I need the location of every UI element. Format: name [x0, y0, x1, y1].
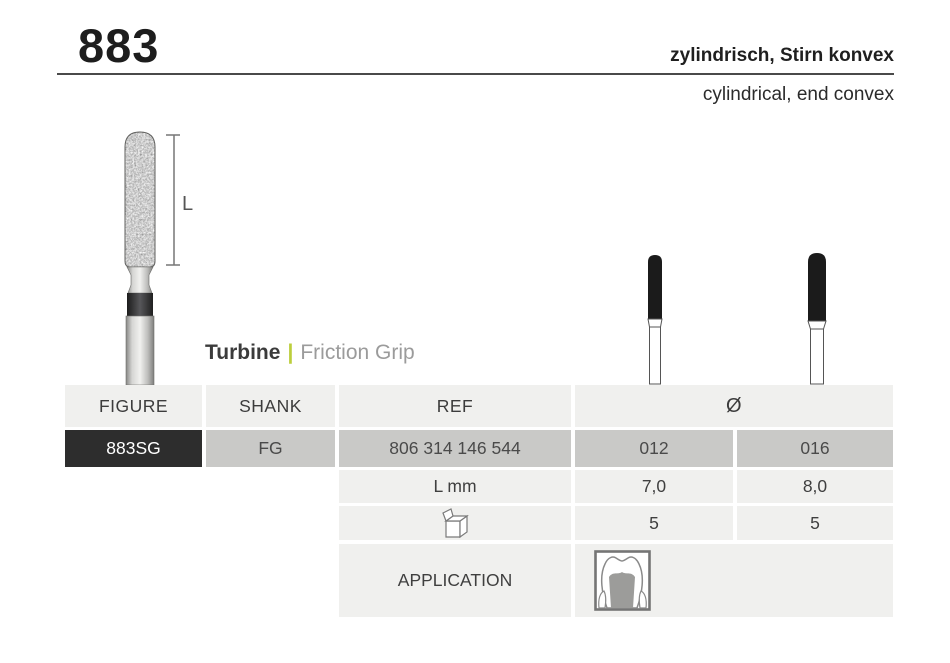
bur-depth-band	[127, 293, 153, 316]
diameter-value-012: 012	[575, 430, 733, 467]
diamond-bur-illustration: L	[124, 131, 193, 385]
column-header-shank: SHANK	[206, 385, 335, 427]
diameter-value-016: 016	[737, 430, 893, 467]
small-bur-shank	[649, 326, 661, 385]
column-header-ref: REF	[339, 385, 571, 427]
column-header-figure: FIGURE	[65, 385, 202, 427]
column-header-diameter: Ø	[575, 385, 893, 427]
shank-value-cell: FG	[206, 430, 335, 467]
handpiece-caption: Turbine | Friction Grip	[205, 341, 415, 365]
shape-name-german: zylindrisch, Stirn konvex	[670, 45, 894, 66]
length-row-label: L mm	[339, 470, 571, 503]
caption-separator: |	[287, 341, 294, 364]
small-bur-head	[808, 253, 826, 321]
figure-value-cell: 883SG	[65, 430, 202, 467]
shape-name-english: cylindrical, end convex	[702, 84, 894, 105]
length-bracket	[166, 134, 180, 266]
shank-type-label: Friction Grip	[300, 341, 415, 364]
length-label: L	[182, 193, 193, 215]
bur-actual-size-012	[647, 255, 663, 385]
pack-quantity-012: 5	[575, 506, 733, 540]
length-value-012: 7,0	[575, 470, 733, 503]
small-bur-shank	[810, 328, 824, 385]
header-divider	[57, 73, 894, 75]
small-bur-neck	[807, 320, 827, 330]
length-value-016: 8,0	[737, 470, 893, 503]
bur-neck	[126, 266, 154, 294]
tooth-crown-icon	[594, 550, 651, 611]
handpiece-type-label: Turbine	[205, 341, 281, 364]
pack-quantity-label-cell	[339, 506, 571, 540]
ref-value-cell: 806 314 146 544	[339, 430, 571, 467]
small-bur-head	[648, 255, 662, 319]
page-title: 883	[78, 19, 160, 72]
application-icons-cell	[575, 544, 893, 617]
small-bur-neck	[647, 318, 663, 328]
application-label-cell: APPLICATION	[339, 544, 571, 617]
package-box-icon	[442, 508, 469, 538]
bur-shank	[125, 315, 155, 385]
bur-actual-size-016	[807, 253, 827, 385]
pack-quantity-016: 5	[737, 506, 893, 540]
